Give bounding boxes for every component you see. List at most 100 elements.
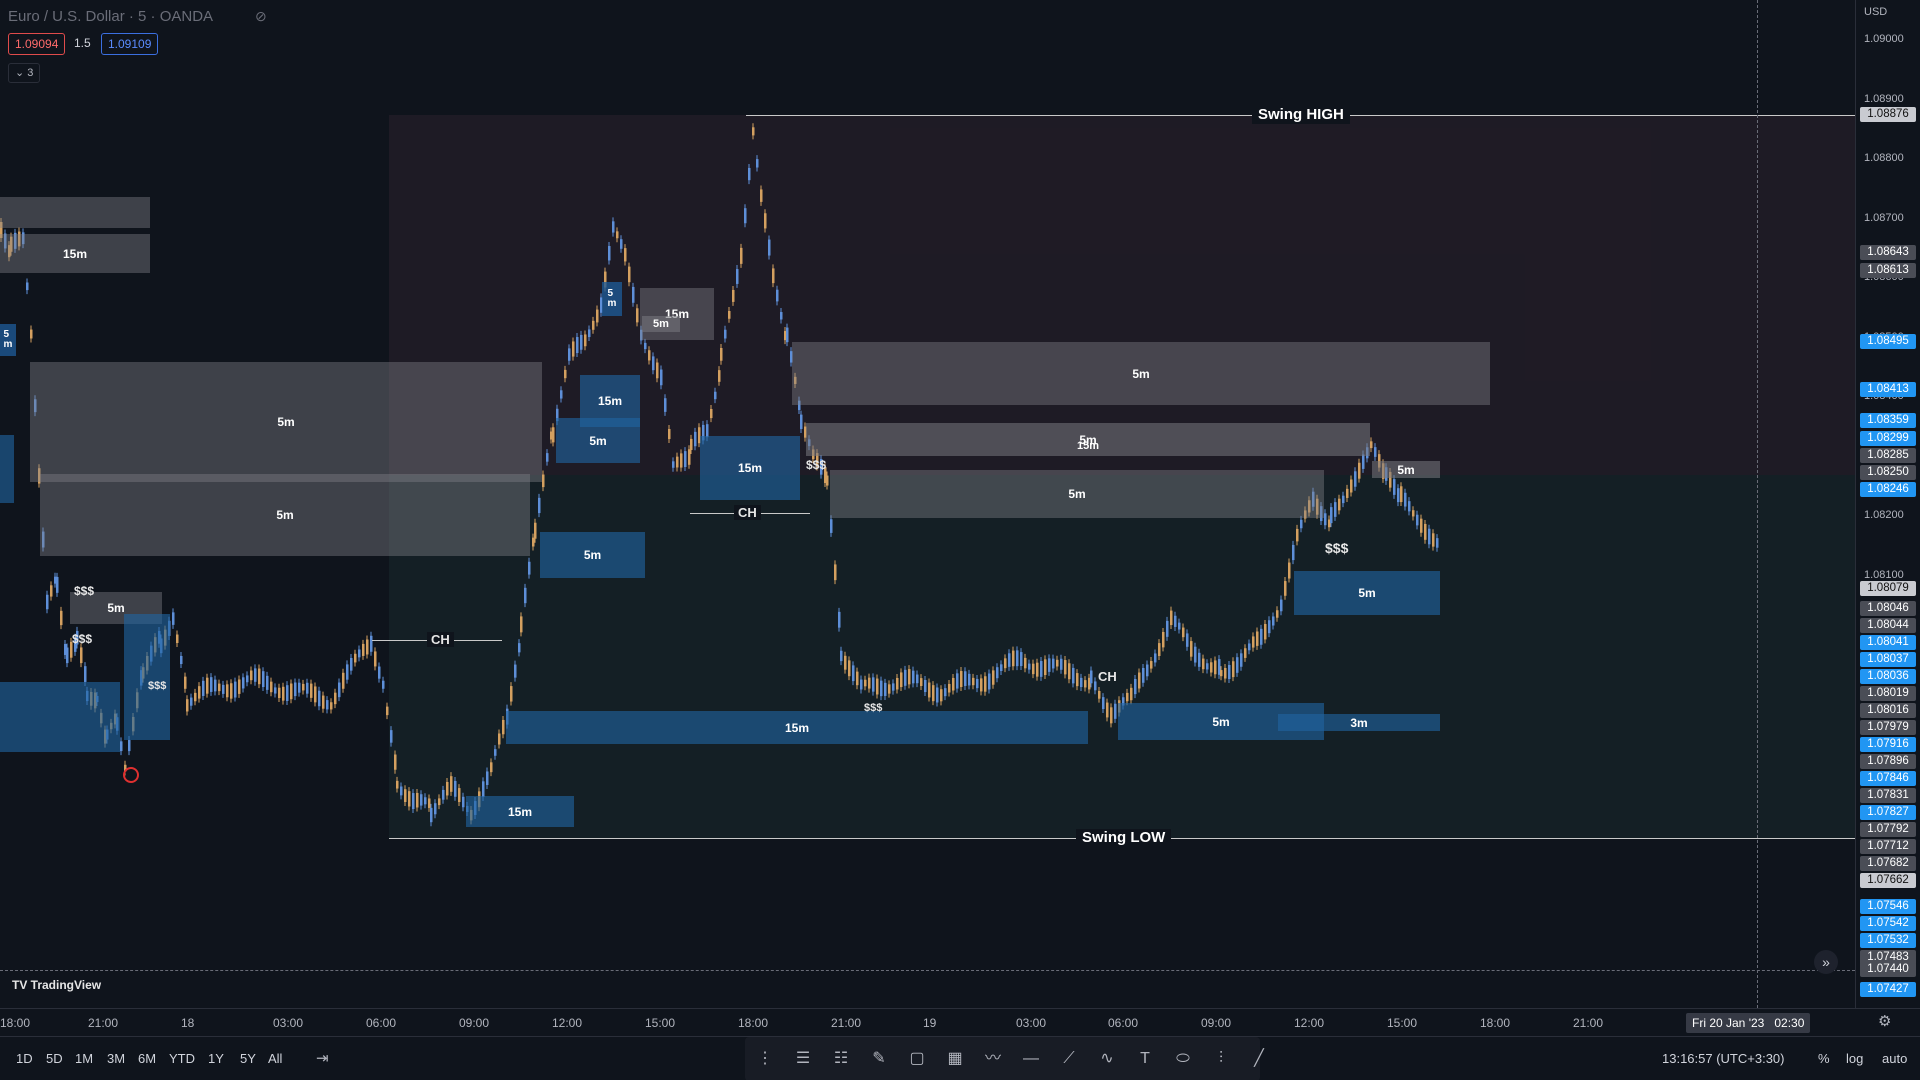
time-axis[interactable]: Fri 20 Jan '23 02:30 ⚙ 18:00 21:00 18 03:00… [0,1008,1920,1037]
range-button-1m[interactable]: 1M [75,1051,94,1066]
goto-date-icon[interactable]: ⇥ [316,1050,329,1067]
price-tag[interactable]: 1.07546 [1860,899,1916,914]
price-scale[interactable]: USD 1.090001.089001.088001.087001.086001… [1855,0,1920,1008]
range-button-1y[interactable]: 1Y [208,1051,224,1066]
ellipse-icon[interactable]: ⬭ [1176,1050,1190,1067]
chart-area[interactable]: 15m 5m 5m 5m 15m 5m 5m 5m 15m 5m 5m 5 m … [0,0,1855,1008]
price-tag[interactable]: 1.08019 [1860,686,1916,701]
price-tag[interactable]: 1.08016 [1860,703,1916,718]
hide-eye-icon[interactable]: ⊘ [255,8,267,24]
bid-price-chip[interactable]: 1.09094 [8,33,66,55]
price-tag[interactable]: 1.08041 [1860,635,1916,650]
percent-scale-toggle[interactable]: % [1818,1051,1830,1066]
demand-zone[interactable] [0,682,120,752]
supply-zone[interactable]: 5m [792,342,1490,405]
price-tag[interactable]: 1.07483 [1860,950,1916,965]
price-tag[interactable]: 1.08359 [1860,413,1916,428]
price-tag[interactable]: 1.07831 [1860,788,1916,803]
candlestick-series[interactable] [0,0,1855,1008]
text-icon[interactable]: T [1140,1050,1150,1067]
supply-zone[interactable] [0,197,150,228]
demand-zone[interactable]: 5m [1294,571,1440,615]
price-tag[interactable]: 1.07662 [1860,873,1916,888]
range-button-ytd[interactable]: YTD [169,1051,195,1066]
range-button-6m[interactable]: 6M [138,1051,157,1066]
price-tag[interactable]: 1.08876 [1860,107,1916,122]
price-tag[interactable]: 1.07979 [1860,720,1916,735]
price-tag[interactable]: 1.08495 [1860,334,1916,349]
supply-zone[interactable]: 5m [30,362,542,482]
price-tag[interactable]: 1.08044 [1860,618,1916,633]
scroll-to-realtime-button[interactable]: » [1814,950,1838,974]
vertical-line-icon[interactable]: ⫶ [1218,1050,1223,1067]
price-tag[interactable]: 1.08037 [1860,652,1916,667]
supply-zone[interactable]: 5m [642,316,680,332]
supply-zone[interactable]: 15m [806,438,1370,453]
demand-zone[interactable]: 15m [466,796,574,827]
price-tag[interactable]: 1.08036 [1860,669,1916,684]
demand-zone[interactable]: 5m [556,418,640,463]
supply-zone[interactable]: 5m [40,474,530,556]
price-tag[interactable]: 1.07792 [1860,822,1916,837]
price-tag[interactable]: 1.07827 [1860,805,1916,820]
price-tag[interactable]: 1.07896 [1860,754,1916,769]
price-tag[interactable]: 1.08413 [1860,382,1916,397]
tradingview-logo[interactable]: TV TradingView [12,978,101,992]
price-tag[interactable]: 1.08299 [1860,431,1916,446]
price-tag[interactable]: 1.07440 [1860,962,1916,977]
drag-handle-icon[interactable]: ⋮ [757,1050,773,1067]
range-button-all[interactable]: All [268,1051,283,1066]
path-icon[interactable]: 〰 [984,1050,1001,1067]
trend-line-icon[interactable]: ╱ [1254,1050,1264,1067]
demand-zone[interactable]: 5 m [602,282,622,316]
horizontal-line-icon[interactable]: — [1023,1050,1039,1067]
short-position-icon[interactable]: ☷ [833,1050,849,1067]
price-tag[interactable]: 1.08613 [1860,263,1916,278]
price-tag[interactable]: 1.07712 [1860,839,1916,854]
price-tag[interactable]: 1.08046 [1860,601,1916,616]
fib-icon[interactable]: ⟋ [1063,1050,1075,1067]
demand-zone[interactable]: 15m [506,711,1088,744]
curve-icon[interactable]: ∿ [1100,1050,1114,1067]
range-button-3m[interactable]: 3M [107,1051,126,1066]
price-tag[interactable]: 1.08643 [1860,245,1916,260]
demand-zone[interactable] [0,435,14,503]
log-scale-toggle[interactable]: log [1846,1051,1864,1066]
demand-zone[interactable]: 5m [540,532,645,578]
supply-zone[interactable]: 15m [640,288,714,340]
price-tag[interactable]: 1.07427 [1860,982,1916,997]
supply-zone[interactable]: 5m [830,470,1324,518]
settings-gear-icon[interactable]: ⚙ [1878,1013,1892,1030]
price-tag[interactable]: 1.07682 [1860,856,1916,871]
price-tag[interactable]: 1.08079 [1860,581,1916,596]
ask-price-chip[interactable]: 1.09109 [101,33,159,55]
supply-zone[interactable]: 5m [1372,461,1440,478]
symbol-title[interactable]: Euro / U.S. Dollar · 5 · OANDA [8,8,214,25]
supply-zone[interactable]: 15m [0,234,150,273]
candle-body [1106,702,1109,718]
alert-marker-icon[interactable] [123,767,139,783]
demand-zone[interactable]: 15m [700,436,800,500]
rectangle-icon[interactable]: ▢ [909,1050,925,1067]
price-tag[interactable]: 1.07532 [1860,933,1916,948]
price-tag[interactable]: 1.08285 [1860,448,1916,463]
price-tag[interactable]: 1.07916 [1860,737,1916,752]
long-position-icon[interactable]: ☰ [795,1050,811,1067]
indicators-toggle[interactable]: ⌄ 3 [8,63,41,83]
supply-zone[interactable]: 5m [806,423,1370,456]
price-tag[interactable]: 1.08246 [1860,482,1916,497]
price-tag[interactable]: 1.08250 [1860,465,1916,480]
auto-scale-toggle[interactable]: auto [1882,1051,1908,1066]
range-button-5d[interactable]: 5D [46,1051,63,1066]
demand-zone[interactable]: 5 m [0,324,16,356]
demand-zone[interactable] [124,614,170,740]
brush-icon[interactable]: ✎ [872,1050,886,1067]
range-button-1d[interactable]: 1D [16,1051,33,1066]
grid-icon[interactable]: ▦ [947,1050,963,1067]
clock[interactable]: 13:16:57 (UTC+3:30) [1662,1051,1785,1066]
range-button-5y[interactable]: 5Y [240,1051,256,1066]
price-tag[interactable]: 1.07846 [1860,771,1916,786]
demand-zone[interactable]: 3m [1278,714,1440,731]
candle-body [172,612,175,625]
price-tag[interactable]: 1.07542 [1860,916,1916,931]
